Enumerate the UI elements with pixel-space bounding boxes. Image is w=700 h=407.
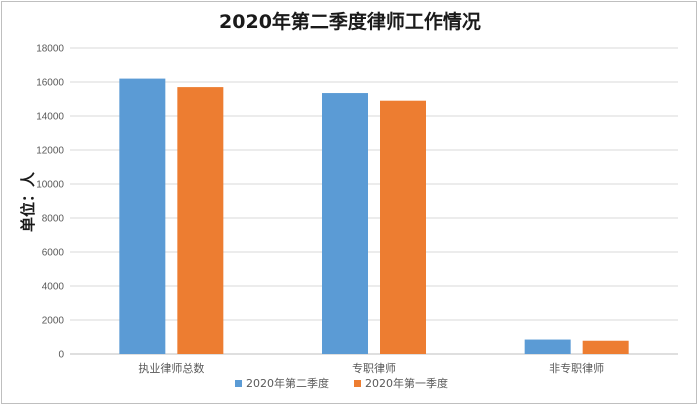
x-category-label: 非专职律师 xyxy=(549,361,604,375)
legend-label: 2020年第一季度 xyxy=(365,376,448,390)
y-tick-label: 2000 xyxy=(42,316,65,327)
y-tick-label: 16000 xyxy=(36,78,64,89)
bar-2-3 xyxy=(582,340,629,354)
y-tick-label: 14000 xyxy=(36,112,64,123)
y-tick-label: 8000 xyxy=(42,214,65,225)
bar-1-2 xyxy=(322,93,368,355)
bar-2-2 xyxy=(380,100,426,354)
legend-swatch xyxy=(235,380,242,387)
x-category-label: 执业律师总数 xyxy=(138,361,204,375)
x-axis-categories: 执业律师总数 专职律师 非专职律师 xyxy=(138,361,604,375)
legend-swatch xyxy=(354,380,361,387)
bar-1-1 xyxy=(119,78,166,354)
y-tick-label: 6000 xyxy=(42,248,65,259)
bar-2-1 xyxy=(177,87,224,354)
legend-label: 2020年第二季度 xyxy=(246,376,329,390)
y-axis-ticks: 0 2000 4000 6000 8000 10000 12000 14000 16000 180… xyxy=(36,44,64,361)
y-tick-label: 18000 xyxy=(36,44,64,55)
x-category-label: 专职律师 xyxy=(352,361,396,375)
y-tick-label: 10000 xyxy=(36,180,64,191)
y-tick-label: 0 xyxy=(58,350,64,361)
gridlines xyxy=(70,47,678,355)
chart-title: 2020年第二季度律师工作情况 xyxy=(219,10,481,33)
y-tick-label: 12000 xyxy=(36,146,64,157)
bar-1-3 xyxy=(524,339,571,354)
legend: 2020年第二季度 2020年第一季度 xyxy=(235,376,448,390)
bars xyxy=(119,78,629,355)
y-axis-label: 单位：人 xyxy=(19,171,37,232)
y-tick-label: 4000 xyxy=(42,282,65,293)
